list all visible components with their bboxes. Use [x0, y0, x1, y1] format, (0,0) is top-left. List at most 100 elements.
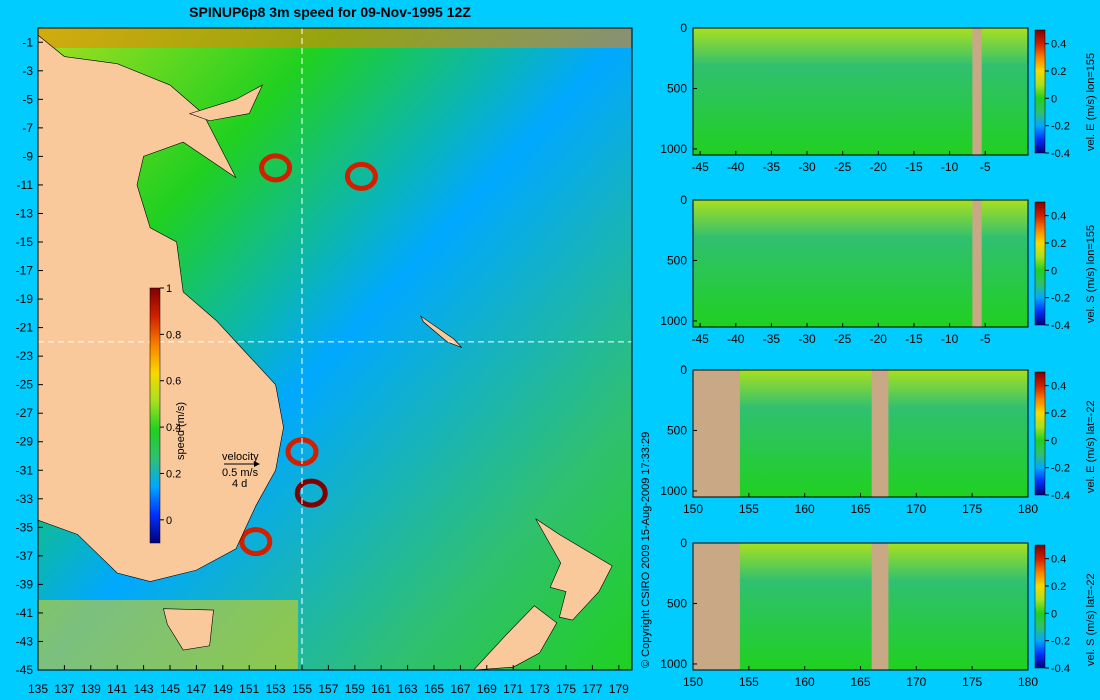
section-y-tick-label: 500 — [667, 596, 687, 610]
section-panel: -45 -40 -35 -30 -25 -20 -15 -10 -5 0 500 1000 0.4 0.2… — [660, 193, 1097, 346]
section-frame — [692, 199, 1029, 328]
section-field — [693, 200, 1028, 327]
section-x-tick-label: -20 — [870, 160, 888, 174]
section-y-tick-label: 0 — [680, 21, 687, 35]
velocity-legend-duration: 4 d — [232, 478, 247, 490]
map-x-tick-label: 143 — [134, 682, 154, 696]
map-x-tick-label: 159 — [345, 682, 365, 696]
section-y-tick-label: 0 — [680, 363, 687, 377]
section-x-tick-label: 165 — [850, 502, 870, 516]
section-y-tick-label: 1000 — [660, 484, 687, 498]
section-x-tick-label: 180 — [1018, 675, 1038, 689]
section-land-mask — [693, 543, 740, 670]
section-colorbar-bar — [1034, 544, 1046, 669]
section-x-tick-label: -45 — [691, 160, 709, 174]
section-y-tick-label: 1000 — [660, 657, 687, 671]
map-y-tick-label: -21 — [16, 321, 34, 335]
speed-colorbar-bar — [149, 287, 161, 544]
section-x-tick-label: -15 — [905, 160, 923, 174]
section-y-tick-label: 500 — [667, 423, 687, 437]
map-x-tick-label: 177 — [582, 682, 602, 696]
map-x-tick-label: 175 — [556, 682, 576, 696]
section-colorbar-tick-label: -0.2 — [1051, 121, 1070, 133]
section-y-tick-label: 1000 — [660, 142, 687, 156]
section-x-tick-label: 150 — [683, 675, 703, 689]
map-x-tick-label: 147 — [186, 682, 206, 696]
section-x-tick-label: 165 — [850, 675, 870, 689]
map-x-tick-label: 161 — [371, 682, 391, 696]
map-x-tick-label: 171 — [503, 682, 523, 696]
map-x-tick-label: 167 — [450, 682, 470, 696]
section-x-tick-label: -40 — [727, 332, 745, 346]
map-y-tick-label: -7 — [22, 121, 33, 135]
section-x-tick-label: 170 — [906, 502, 926, 516]
map-x-tick-label: 173 — [530, 682, 550, 696]
map-x-tick-label: 149 — [213, 682, 233, 696]
map-x-tick-label: 139 — [81, 682, 101, 696]
section-x-tick-label: -30 — [798, 332, 816, 346]
section-frame — [692, 27, 1029, 156]
speed-colorbar-tick-label: 0 — [166, 515, 172, 527]
section-x-tick-label: -45 — [691, 332, 709, 346]
section-y-tick-label: 0 — [680, 193, 687, 207]
velocity-legend-arrowhead — [254, 461, 260, 467]
section-colorbar-tick-label: 0.2 — [1051, 408, 1066, 420]
speed-colorbar-tick-label: 1 — [166, 283, 172, 295]
section-y-tick-label: 1000 — [660, 314, 687, 328]
section-colorbar-tick-label: -0.2 — [1051, 463, 1070, 475]
eddy-feature — [259, 153, 293, 183]
map-y-tick-label: -33 — [16, 492, 34, 506]
map-x-tick-label: 135 — [28, 682, 48, 696]
section-colorbar-label: vel. S (m/s) lon=155 — [1085, 225, 1097, 323]
map-y-tick-label: -5 — [22, 92, 33, 106]
map-y-tick-label: -41 — [16, 606, 34, 620]
section-colorbar-tick-label: 0 — [1051, 265, 1057, 277]
map-y-tick-label: -19 — [16, 292, 34, 306]
map-y-tick-label: -39 — [16, 577, 34, 591]
map-y-tick-label: -25 — [16, 378, 34, 392]
map-x-tick-label: 163 — [398, 682, 418, 696]
section-colorbar-tick-label: -0.4 — [1051, 148, 1070, 160]
map-frame — [37, 27, 633, 671]
section-colorbar-tick-label: -0.2 — [1051, 636, 1070, 648]
section-x-tick-label: 175 — [962, 502, 982, 516]
section-x-tick-label: -40 — [727, 160, 745, 174]
section-x-tick-label: -35 — [763, 160, 781, 174]
nz-north-island — [535, 518, 613, 621]
map-x-tick-label: 165 — [424, 682, 444, 696]
map-y-tick-label: -13 — [16, 206, 34, 220]
section-colorbar-tick-label: 0.4 — [1051, 381, 1066, 393]
speed-colorbar: 1 0.8 0.6 0.4 0.2 0 speed (m/s) — [149, 283, 187, 544]
section-x-tick-label: 155 — [739, 502, 759, 516]
section-colorbar-tick-label: 0.2 — [1051, 581, 1066, 593]
map-x-tick-label: 169 — [477, 682, 497, 696]
speed-colorbar-tick-label: 0.2 — [166, 468, 181, 480]
north-current-band — [38, 28, 632, 48]
section-colorbar-tick-label: -0.4 — [1051, 663, 1070, 675]
section-colorbar-tick-label: -0.4 — [1051, 490, 1070, 502]
section-colorbar-tick-label: 0 — [1051, 93, 1057, 105]
section-y-tick-label: 0 — [680, 536, 687, 550]
map-y-tick-label: -43 — [16, 634, 34, 648]
new-caledonia-land — [420, 315, 462, 348]
map-y-tick-label: -45 — [16, 663, 34, 677]
section-field — [693, 28, 1028, 155]
speed-colorbar-tick-label: 0.6 — [166, 376, 181, 388]
section-panel: -45 -40 -35 -30 -25 -20 -15 -10 -5 0 500 1000 0.4 0.2… — [660, 21, 1097, 174]
section-colorbar-bar — [1034, 371, 1046, 496]
section-panels: -45 -40 -35 -30 -25 -20 -15 -10 -5 0 500 1000 0.4 0.2… — [660, 21, 1097, 689]
section-x-tick-label: -25 — [834, 332, 852, 346]
section-x-tick-label: 150 — [683, 502, 703, 516]
map-x-tick-label: 151 — [239, 682, 259, 696]
map-y-tick-label: -11 — [17, 178, 34, 192]
speed-colorbar-label: speed (m/s) — [175, 402, 187, 460]
section-x-tick-label: -35 — [763, 332, 781, 346]
map-y-tick-label: -23 — [16, 349, 34, 363]
velocity-legend: velocity 0.5 m/s4 d — [222, 451, 260, 490]
section-field — [693, 543, 1028, 670]
section-colorbar-tick-label: 0.4 — [1051, 554, 1066, 566]
section-colorbar-tick-label: 0 — [1051, 608, 1057, 620]
section-colorbar-bar — [1034, 29, 1046, 154]
map-y-tick-label: -3 — [22, 64, 33, 78]
section-x-tick-label: -5 — [980, 332, 991, 346]
